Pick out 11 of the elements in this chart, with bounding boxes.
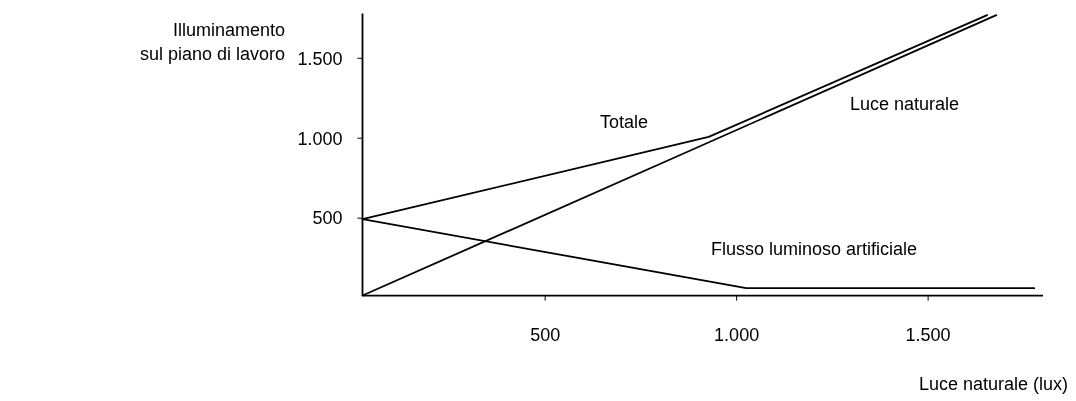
y-tick-label: 500	[312, 208, 343, 229]
series-label: Luce naturale	[850, 94, 960, 114]
y-axis-title: Illuminamento sul piano di lavoro	[139, 20, 285, 64]
y-tick-label: 1.000	[297, 128, 343, 149]
series-label: Totale	[600, 112, 649, 132]
x-tick-label: 1.000	[714, 324, 760, 345]
series-label: Flusso luminoso artificiale	[710, 239, 918, 259]
x-axis-title: Luce naturale (lux)	[918, 374, 1068, 394]
x-tick-label: 1.500	[905, 324, 951, 345]
y-tick-label: 1.500	[297, 48, 343, 69]
x-tick-label: 500	[530, 324, 561, 345]
